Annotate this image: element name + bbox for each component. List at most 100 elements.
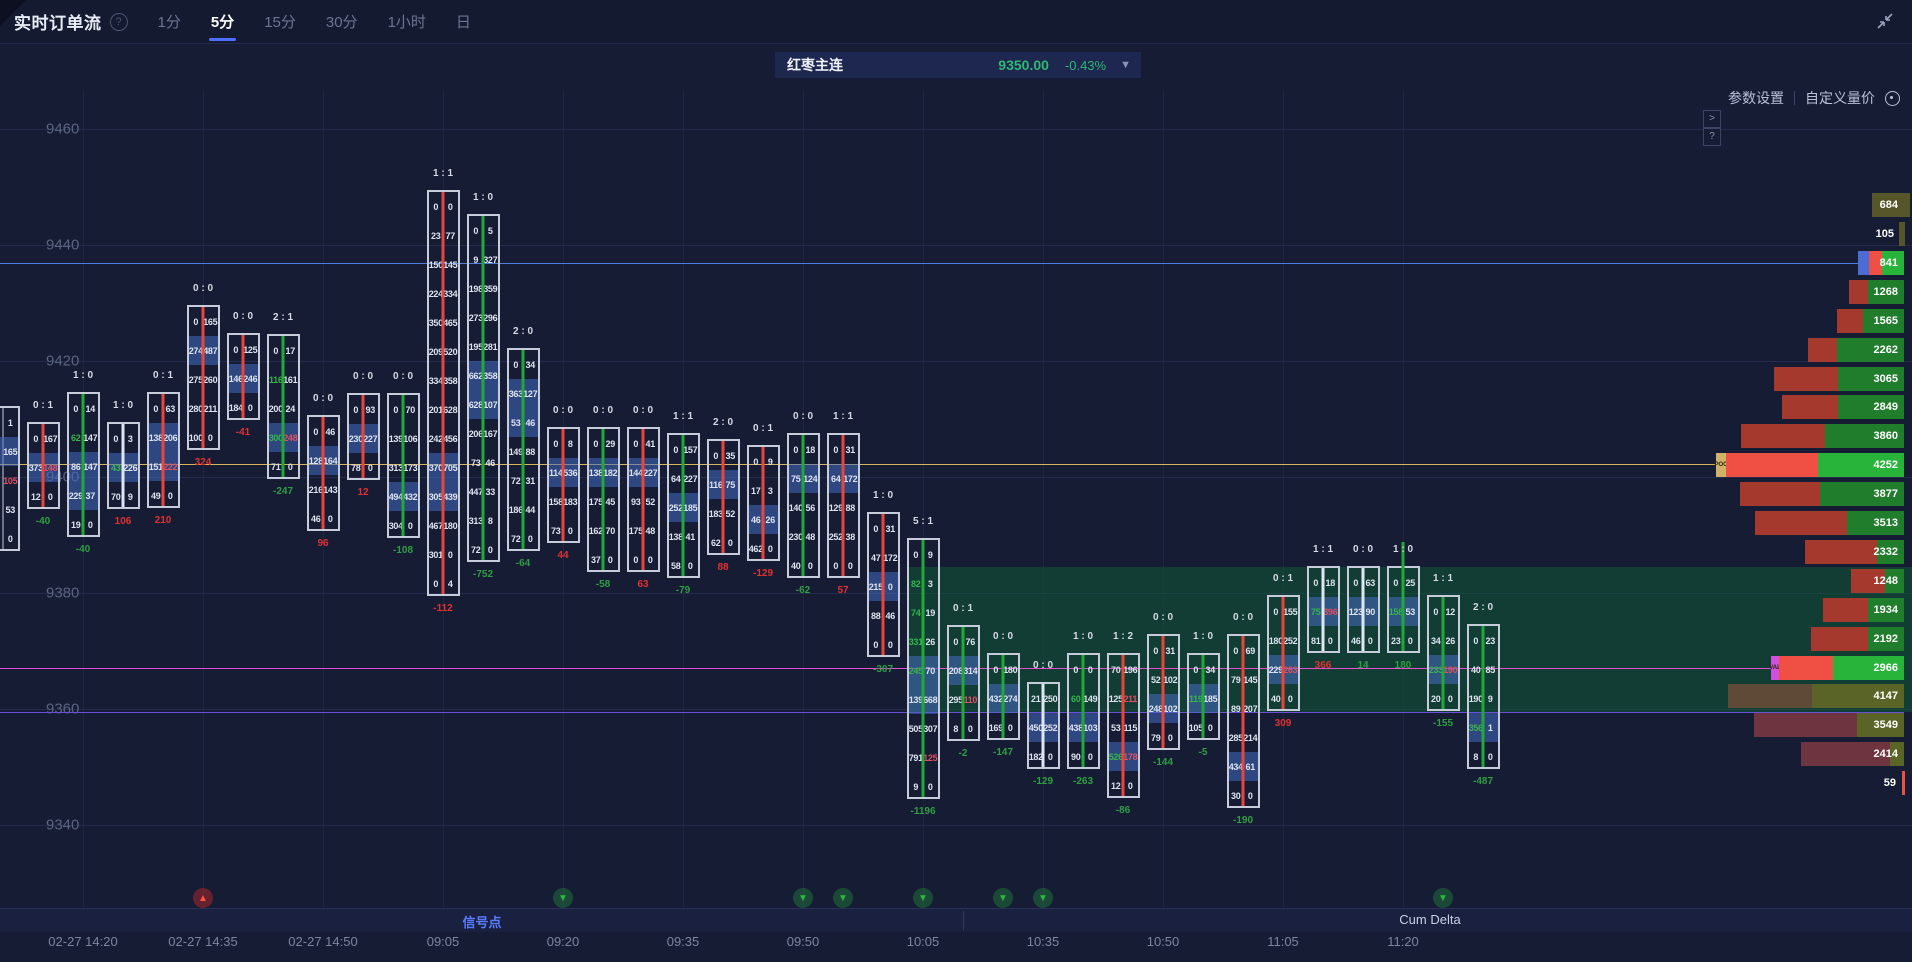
footprint-cell: 88: [845, 502, 856, 513]
footprint-candle[interactable]: 0 31 47 172 215 0 88 46 0 0: [866, 512, 900, 657]
signal-marker-down[interactable]: ▼: [553, 888, 573, 908]
chart-toolbar: 参数设置 自定义量价: [1728, 88, 1900, 108]
footprint-candle[interactable]: 0 23 40 85 190 9 356 1 8 0: [1466, 624, 1500, 769]
footprint-candle[interactable]: 0 35 116 75 183 52 62 0: [706, 439, 740, 555]
footprint-candle[interactable]: 0 157 64 227 252 185 138 41 58 0: [666, 433, 700, 580]
delta-line: [681, 435, 685, 576]
footprint-cell: 628: [443, 404, 458, 415]
footprint-cell: 520: [443, 346, 458, 357]
footprint-candle[interactable]: 21 250 450 252 182 0: [1026, 682, 1060, 769]
tab-timeframe-3[interactable]: 30分: [325, 14, 358, 31]
footprint-candle[interactable]: 0 63 138 206 151 222 49 0: [146, 392, 180, 508]
tab-timeframe-1[interactable]: 5分: [208, 2, 237, 41]
footprint-candle[interactable]: 0 165 274 487 275 260 280 211 100 0: [186, 305, 220, 450]
footprint-cell: 173: [403, 462, 418, 473]
footprint-candle[interactable]: 0 70 139 106 313 173 494 432 304 0: [386, 393, 420, 538]
tab-timeframe-4[interactable]: 1小时: [387, 14, 426, 31]
footprint-row: 0 69: [1229, 636, 1258, 665]
footprint-cell: 224: [428, 288, 443, 299]
instrument-ticker[interactable]: 红枣主连 9350.00 -0.43% ▼: [775, 52, 1141, 78]
custom-volume-price-button[interactable]: 自定义量价: [1805, 90, 1875, 106]
signal-marker-down[interactable]: ▼: [1033, 888, 1053, 908]
footprint-candle[interactable]: 0 9 17 3 46 26 462 0: [746, 445, 780, 561]
footprint-candle[interactable]: 0 8 114 536 158 183 73 0: [546, 427, 580, 543]
tab-timeframe-0[interactable]: 1分: [157, 14, 181, 31]
footprint-candle[interactable]: 0 76 208 314 295 110 8 0: [946, 625, 980, 741]
help-icon[interactable]: ?: [109, 12, 128, 31]
footprint-candle[interactable]: 0 18 75 124 140 56 230 48 40 0: [786, 433, 820, 578]
profile-volume-label: 59: [1883, 777, 1896, 789]
footprint-candle[interactable]: 0 155 180 252 229 263 40 0: [1266, 595, 1300, 711]
delta-line: [641, 429, 645, 570]
footprint-cell: 0: [727, 537, 733, 548]
footprint-candle[interactable]: 0 34 119 185 105 0: [1186, 653, 1220, 740]
footprint-row: 0 76: [949, 627, 978, 656]
footprint-candle[interactable]: 0 34 363 127 53 46 149 88 72 31 186 44 72 0: [506, 348, 540, 551]
footprint-cell: 48: [805, 531, 816, 542]
visibility-icon[interactable]: [1885, 90, 1900, 106]
footprint-cell: 0: [953, 636, 959, 647]
footprint-candle[interactable]: 0 5 9 327 198 359 273 296 195 281 662 358 628 107 206 1…: [466, 214, 500, 562]
panel-button-expand[interactable]: >: [1703, 110, 1721, 128]
footprint-cell: 17: [285, 345, 296, 356]
footprint-candle[interactable]: 0 12 34 26 233 190 20 0: [1426, 595, 1460, 711]
footprint-candle[interactable]: 0 63 123 90 46 0: [1346, 566, 1380, 653]
footprint-candle[interactable]: 0 25 158 53 23 0: [1386, 542, 1420, 653]
footprint-cell: 314: [963, 665, 978, 676]
grid-vline: [203, 90, 204, 931]
footprint-candle[interactable]: 70 196 125 211 53 115 526 178 12 0: [1106, 653, 1140, 798]
footprint-candle[interactable]: 0 18 75 396 81 0: [1306, 566, 1340, 653]
footprint-candle[interactable]: 0 125 146 246 184 0: [226, 333, 260, 420]
panel-button-help[interactable]: ?: [1703, 128, 1721, 146]
footprint-cell: 396: [1323, 606, 1338, 617]
signal-marker-up[interactable]: ▲: [193, 888, 213, 908]
signal-marker-down[interactable]: ▼: [833, 888, 853, 908]
footprint-candle[interactable]: 1 165 105 53 0: [0, 406, 20, 551]
footprint-cell: 180: [1003, 664, 1018, 675]
collapse-icon[interactable]: [1876, 12, 1894, 30]
signal-marker-down[interactable]: ▼: [913, 888, 933, 908]
tab-timeframe-2[interactable]: 15分: [264, 14, 296, 31]
signal-points-label[interactable]: 信号点: [462, 915, 502, 930]
footprint-candle[interactable]: 0 167 373 148 12 0: [26, 422, 60, 509]
signal-marker-down[interactable]: ▼: [993, 888, 1013, 908]
footprint-cell: 26: [765, 514, 776, 525]
footprint-cell: 72: [471, 544, 481, 555]
footprint-row: 183 52: [709, 499, 738, 528]
footprint-candle[interactable]: 0 14 62 147 86 147 229 37 19 0: [66, 392, 100, 537]
delta-line: [81, 394, 85, 535]
footprint-candle[interactable]: 0 3 43 226 70 9: [106, 422, 140, 509]
imbalance-ratio-label: 0 : 0: [312, 393, 334, 404]
footprint-cell: 149: [508, 446, 523, 457]
footprint-candle[interactable]: 0 180 432 274 169 0: [986, 653, 1020, 740]
footprint-candle[interactable]: 0 0 23 77 150 145 224 334 350 465 209 520 334 358 201 6…: [426, 190, 460, 596]
cum-delta-label[interactable]: Cum Delta: [1399, 912, 1461, 927]
footprint-candle[interactable]: 0 29 138 182 175 45 162 70 37 0: [586, 427, 620, 572]
signal-marker-down[interactable]: ▼: [793, 888, 813, 908]
footprint-candle[interactable]: 0 31 52 102 248 102 79 0: [1146, 634, 1180, 750]
footprint-row: 79 145: [1229, 665, 1258, 694]
footprint-cell: 245: [908, 665, 923, 676]
footprint-row: 0 31: [1149, 636, 1178, 665]
footprint-cell: 0: [1073, 664, 1079, 675]
footprint-candle[interactable]: 0 31 64 172 129 88 252 38 0 0: [826, 433, 860, 578]
footprint-candle[interactable]: 0 93 230 227 78 0: [346, 393, 380, 480]
footprint-candle[interactable]: 0 17 116 161 200 24 300 248 71 0: [266, 334, 300, 479]
footprint-row: 0 157: [669, 435, 697, 464]
signal-marker-down[interactable]: ▼: [1433, 888, 1453, 908]
footprint-row: 58 0: [669, 551, 698, 580]
footprint-candle[interactable]: 0 9 82 3 74 19 331 26 245 70 139 668 505 307 791 125 9 0: [906, 538, 940, 799]
footprint-candle[interactable]: 0 69 79 145 89 207 285 214 434 61 30 0: [1226, 634, 1260, 808]
footprint-candle[interactable]: 0 41 144 227 93 52 175 48 0 0: [626, 427, 660, 572]
footprint-cell: 0: [687, 560, 693, 571]
chevron-down-icon[interactable]: ▼: [1120, 59, 1131, 71]
price-axis-label: 9340: [46, 816, 80, 834]
footprint-cell: 0: [1447, 693, 1453, 704]
footprint-candle[interactable]: 0 0 60 149 438 103 90 0: [1066, 653, 1100, 769]
footprint-cell: 0: [87, 519, 93, 530]
tab-timeframe-5[interactable]: 日: [455, 14, 471, 31]
footprint-cell: 70: [1111, 664, 1121, 675]
footprint-cell: 358: [483, 370, 498, 381]
settings-button[interactable]: 参数设置: [1728, 90, 1784, 106]
footprint-candle[interactable]: 0 46 128 164 216 143 46 0: [306, 415, 340, 531]
